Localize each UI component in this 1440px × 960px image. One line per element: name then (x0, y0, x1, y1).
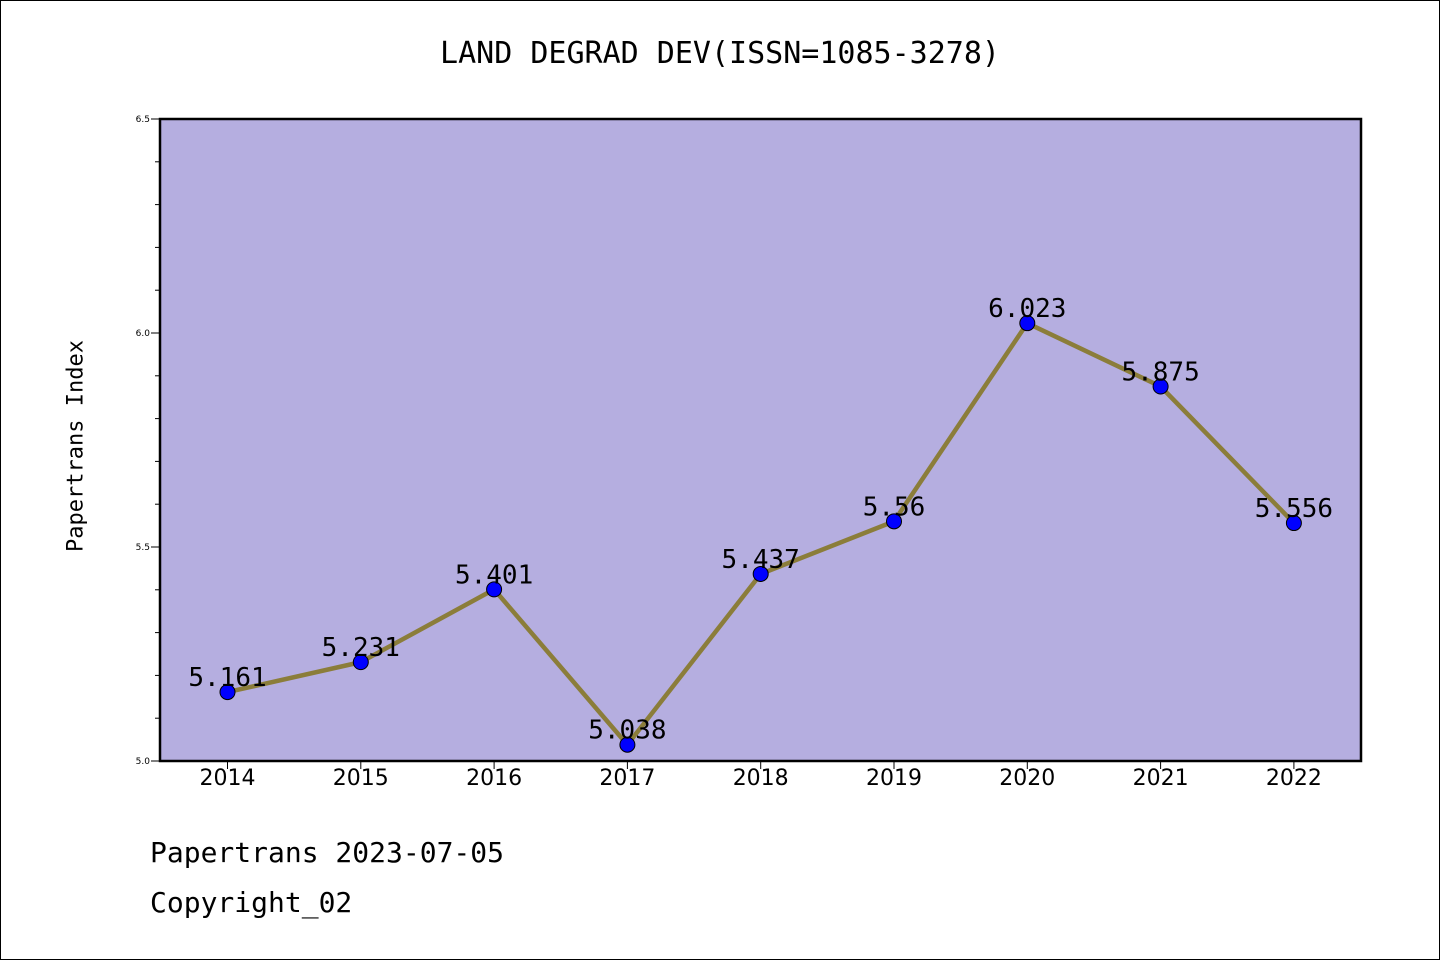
data-point (352, 654, 369, 671)
data-label: 5.401 (455, 560, 533, 590)
data-label: 5.56 (863, 492, 926, 522)
footer-copyright: Copyright_02 (150, 886, 353, 919)
plot-area (160, 119, 1361, 761)
data-label: 5.875 (1121, 358, 1199, 388)
x-tick-label: 2015 (333, 766, 389, 791)
data-point (486, 581, 503, 598)
y-tick-label: 5.5 (136, 543, 150, 553)
data-label: 5.437 (722, 545, 800, 575)
y-tick-label: 5.0 (136, 757, 151, 767)
data-point (1285, 515, 1302, 532)
data-point (1019, 315, 1036, 332)
x-tick-label: 2019 (866, 766, 922, 791)
x-tick-label: 2022 (1266, 766, 1322, 791)
data-point (886, 513, 902, 530)
x-tick-label: 2018 (733, 766, 789, 791)
footer-date: Papertrans 2023-07-05 (150, 836, 505, 869)
y-tick-label: 6.5 (136, 115, 150, 125)
data-label: 5.161 (188, 663, 266, 693)
plot-border (158, 117, 1363, 763)
x-tick-label: 2020 (999, 766, 1055, 791)
data-label: 5.231 (322, 633, 400, 663)
x-tick-label: 2021 (1133, 766, 1189, 791)
data-point (752, 565, 769, 582)
x-tick-label: 2016 (466, 766, 522, 791)
data-point (619, 736, 636, 753)
x-tick-label: 2017 (599, 766, 655, 791)
y-tick-label: 6.0 (136, 329, 151, 339)
data-label: 5.038 (588, 716, 666, 746)
data-label: 6.023 (988, 294, 1066, 324)
chart-title: LAND DEGRAD DEV(ISSN=1085-3278) (440, 36, 1000, 71)
data-point (1152, 378, 1169, 395)
data-point (219, 684, 236, 701)
data-label: 5.556 (1255, 494, 1333, 524)
x-tick-label: 2014 (200, 766, 256, 791)
